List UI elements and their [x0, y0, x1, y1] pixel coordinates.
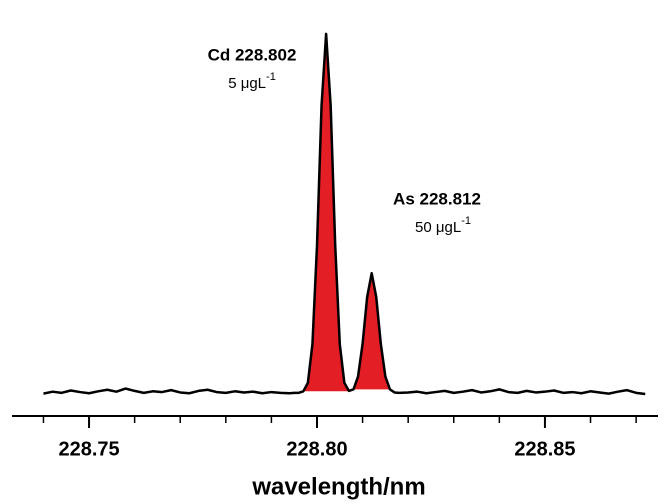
x-tick-label: 228.80	[286, 438, 347, 460]
annotation-note-text: 50 μgL	[415, 219, 461, 236]
annotation-note-sup: -1	[461, 215, 471, 227]
annotation-note-text: 5 μgL	[228, 75, 266, 92]
annotation-note: 50 μgL-1	[415, 215, 471, 236]
annotation-note-sup: -1	[266, 71, 276, 83]
annotation-note: 5 μgL-1	[228, 71, 276, 92]
spectrum-line	[43, 32, 646, 396]
x-tick-label: 228.75	[58, 438, 119, 460]
annotation-title: As 228.812	[393, 189, 481, 208]
peak-fill	[303, 33, 349, 392]
x-axis-title: wavelength/nm	[251, 473, 425, 500]
annotation-title: Cd 228.802	[208, 45, 297, 64]
peak-fill	[353, 273, 390, 390]
x-tick-label: 228.85	[514, 438, 575, 460]
